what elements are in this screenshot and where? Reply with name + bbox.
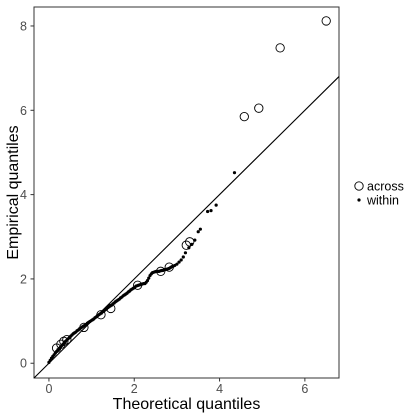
within-point — [179, 258, 183, 262]
within-point — [214, 203, 218, 207]
across-point — [96, 310, 106, 320]
across-point — [185, 237, 195, 247]
across-point — [133, 280, 143, 290]
reference-line-layer — [33, 76, 340, 379]
across-point — [321, 16, 331, 26]
within-point — [145, 279, 150, 283]
across-point — [275, 43, 285, 53]
plot-panel — [33, 6, 340, 379]
across-point — [79, 322, 89, 333]
across-point — [106, 303, 116, 314]
x-tick-label: 6 — [301, 382, 308, 396]
x-tick-label: 0 — [45, 382, 52, 396]
x-tick-label: 4 — [216, 382, 223, 396]
within-point — [181, 255, 185, 259]
across-point — [239, 111, 249, 122]
within-point — [175, 262, 179, 266]
across-point — [181, 240, 191, 250]
x-axis-title: Theoretical quantiles — [113, 396, 261, 413]
y-tick-label: 6 — [20, 104, 27, 118]
y-tick-label: 0 — [20, 357, 27, 371]
across-point — [254, 103, 264, 113]
reference-line — [33, 76, 340, 379]
y-axis-title: Empirical quantiles — [5, 125, 22, 259]
across-point — [164, 262, 174, 272]
across-point — [59, 336, 69, 346]
within-point — [209, 209, 213, 213]
within-point — [198, 227, 202, 231]
legend-key-within — [357, 198, 361, 202]
within-point — [206, 209, 210, 214]
legend-label-within: within — [366, 194, 399, 208]
panel-border — [33, 6, 340, 379]
across-point — [56, 339, 66, 349]
within-point — [187, 246, 191, 250]
y-tick-label: 4 — [20, 188, 27, 202]
within-point — [147, 276, 151, 280]
within-point — [177, 260, 181, 264]
y-tick-label: 8 — [20, 19, 27, 33]
axis-layer: 0 2 4 6 0 2 4 6 8 — [20, 19, 308, 396]
legend: across within — [354, 180, 404, 208]
within-point — [232, 171, 237, 175]
within-point — [196, 230, 200, 234]
points-layer — [47, 16, 331, 365]
legend-key-across — [354, 181, 364, 191]
across-point — [62, 334, 72, 345]
legend-label-across: across — [367, 180, 404, 194]
x-tick-label: 2 — [131, 382, 138, 396]
y-tick-label: 2 — [20, 272, 27, 286]
within-point — [183, 251, 188, 255]
across-point — [156, 266, 166, 276]
